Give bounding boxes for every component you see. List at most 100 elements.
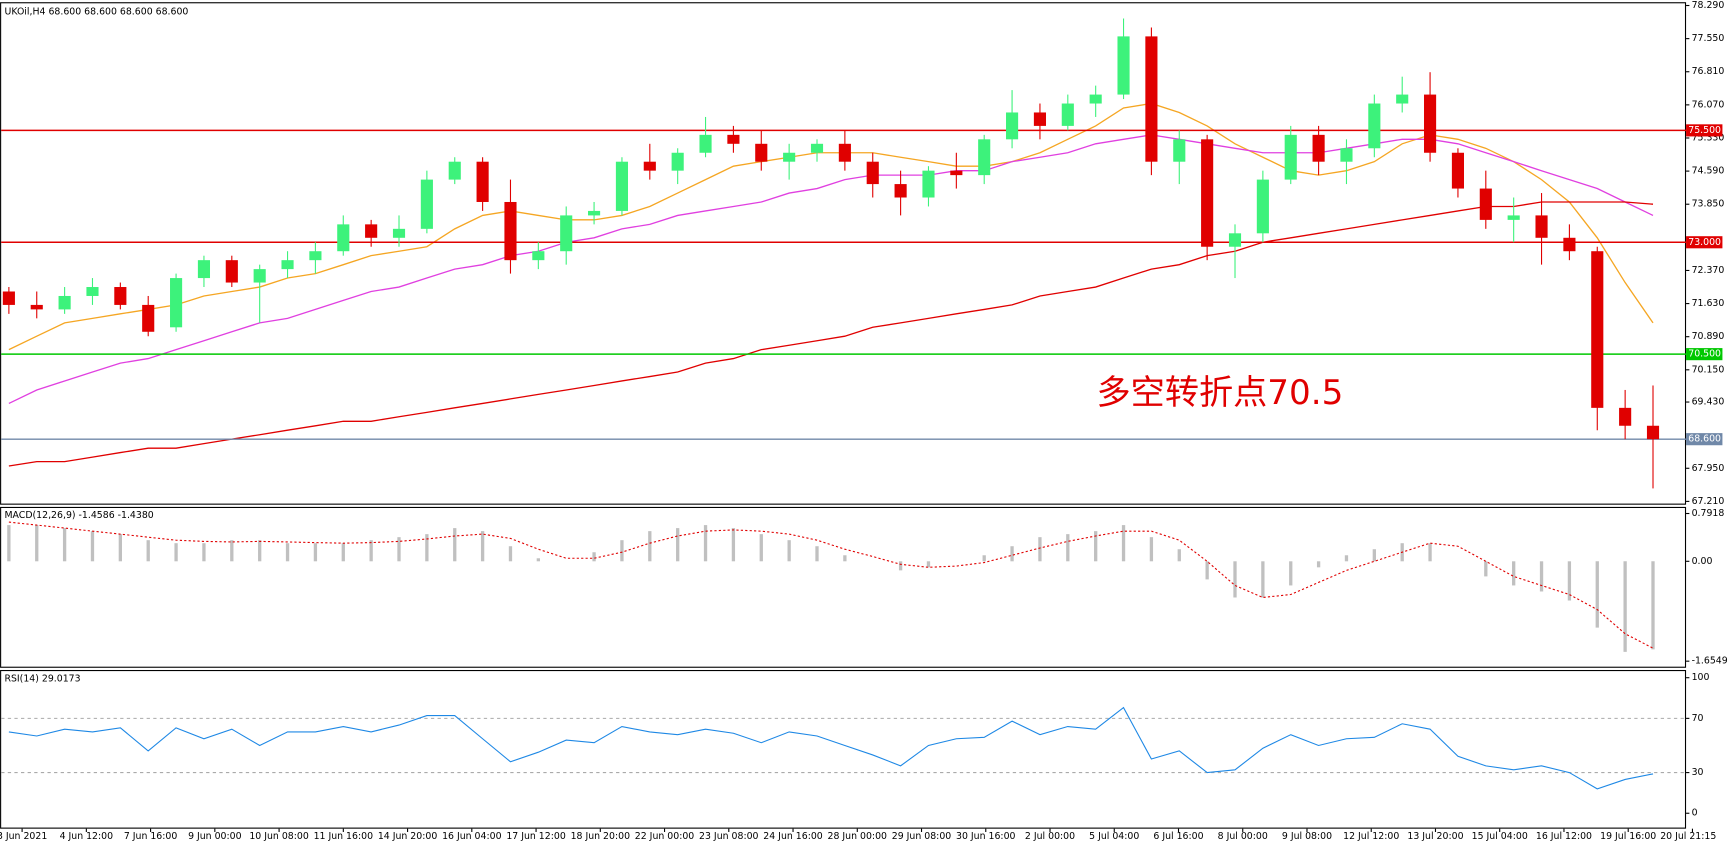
y-tick-label: 76.810 xyxy=(1692,66,1725,77)
x-tick-label: 4 Jun 12:00 xyxy=(60,831,114,842)
candle-body xyxy=(1451,152,1464,189)
candle-body xyxy=(1646,425,1660,440)
x-tick-label: 16 Jun 04:00 xyxy=(442,831,502,842)
y-tick-label: 75.330 xyxy=(1692,132,1725,143)
rsi-frame xyxy=(0,669,1687,829)
y-tick-label: 76.070 xyxy=(1692,99,1725,110)
y-tick-label: -1.6549 xyxy=(1692,656,1728,667)
x-tick-label: 5 Jul 04:00 xyxy=(1089,831,1139,842)
candle-body xyxy=(420,179,433,229)
candle-body xyxy=(1424,94,1437,153)
candle-body xyxy=(197,260,211,279)
macd-title: MACD(12,26,9) -1.4586 -1.4380 xyxy=(4,510,153,521)
candle-body xyxy=(1368,103,1381,149)
level-label: 75.500 xyxy=(1688,125,1721,136)
candle-body xyxy=(114,287,127,305)
candle-body xyxy=(142,304,155,332)
candle-body xyxy=(1061,103,1074,126)
candle-body xyxy=(476,161,489,202)
candle-body xyxy=(86,287,99,296)
x-tick-label: 9 Jul 08:00 xyxy=(1282,831,1332,842)
x-tick-label: 15 Jul 04:00 xyxy=(1472,831,1528,842)
candle-body xyxy=(448,161,461,180)
rsi-title: RSI(14) 29.0173 xyxy=(4,673,80,684)
candle-body xyxy=(2,291,15,305)
annotation: 多空转折点70.5 xyxy=(1097,373,1344,413)
y-tick-label: 74.590 xyxy=(1692,166,1725,177)
y-tick-label: 30 xyxy=(1692,767,1704,778)
candle-body xyxy=(365,224,378,238)
y-tick-label: 70 xyxy=(1692,713,1704,724)
chart-title: UKOil,H4 68.600 68.600 68.600 68.600 xyxy=(4,7,188,18)
candle-body xyxy=(1117,36,1130,95)
candle-body xyxy=(392,228,406,238)
x-tick-label: 28 Jun 00:00 xyxy=(828,831,888,842)
candle-body xyxy=(1033,112,1047,126)
candle-body xyxy=(253,269,266,283)
frames xyxy=(0,2,1687,829)
x-tick-label: 30 Jun 16:00 xyxy=(956,831,1016,842)
y-tick-label: 77.550 xyxy=(1692,33,1725,44)
candle-body xyxy=(783,152,796,162)
x-tick-label: 29 Jun 08:00 xyxy=(892,831,952,842)
level-label: 73.000 xyxy=(1688,237,1721,248)
y-tick-label: 0.7918 xyxy=(1692,508,1725,519)
candle-body xyxy=(225,260,238,283)
rsi-line xyxy=(8,706,1654,790)
x-tick-label: 22 Jun 00:00 xyxy=(635,831,695,842)
y-tick-label: 73.850 xyxy=(1692,199,1725,210)
y-tick-label: 0.00 xyxy=(1692,556,1713,567)
candle-body xyxy=(1340,148,1353,162)
candle-body xyxy=(755,143,768,162)
level-label: 68.600 xyxy=(1688,434,1721,445)
candle-body xyxy=(309,251,322,261)
x-tick-label: 11 Jun 16:00 xyxy=(314,831,374,842)
macd-frame xyxy=(0,506,1687,668)
y-tick-label: 0 xyxy=(1692,808,1698,819)
y-tick-label: 67.950 xyxy=(1692,463,1725,474)
candle-body xyxy=(1256,179,1269,234)
candle-body xyxy=(1284,134,1297,180)
candle-body xyxy=(1173,139,1186,162)
level-label-box xyxy=(1686,433,1723,446)
y-tick-label: 78.290 xyxy=(1692,0,1725,11)
level-label-box xyxy=(1686,124,1723,137)
candle-body xyxy=(1619,407,1632,426)
candle-body xyxy=(894,184,907,198)
candle-body xyxy=(1145,36,1158,162)
candle-body xyxy=(1201,139,1214,247)
x-tick-label: 18 Jun 20:00 xyxy=(571,831,631,842)
candle-body xyxy=(1507,215,1520,220)
x-tick-label: 14 Jun 20:00 xyxy=(378,831,438,842)
candle-body xyxy=(1563,237,1576,252)
x-tick-label: 2 Jul 00:00 xyxy=(1025,831,1075,842)
x-tick-label: 7 Jun 16:00 xyxy=(124,831,178,842)
candle-body xyxy=(337,224,350,252)
level-label-box xyxy=(1686,236,1723,249)
y-tick-label: 69.430 xyxy=(1692,397,1725,408)
x-tick-label: 24 Jun 16:00 xyxy=(763,831,823,842)
y-tick-label: 70.150 xyxy=(1692,364,1725,375)
candle-body xyxy=(504,201,517,261)
candle-body xyxy=(643,161,656,171)
x-tick-label: 16 Jul 12:00 xyxy=(1536,831,1592,842)
candle-body xyxy=(699,134,712,153)
candle-body xyxy=(170,278,183,328)
macd-signal xyxy=(8,521,1654,649)
x-tick-label: 13 Jul 20:00 xyxy=(1407,831,1463,842)
candle-body xyxy=(727,134,740,144)
y-tick-label: 100 xyxy=(1692,672,1710,683)
candle-body xyxy=(1006,112,1019,140)
candle-body xyxy=(866,161,879,185)
x-tick-label: 10 Jun 08:00 xyxy=(249,831,309,842)
x-tick-label: 9 Jun 00:00 xyxy=(188,831,242,842)
candle-body xyxy=(1479,188,1492,220)
x-tick-label: 3 Jun 2021 xyxy=(0,831,47,842)
candle-body xyxy=(588,210,601,216)
candle-body xyxy=(560,215,573,252)
x-tick-label: 12 Jul 12:00 xyxy=(1343,831,1399,842)
x-tick-label: 23 Jun 08:00 xyxy=(699,831,759,842)
candle-body xyxy=(1535,215,1548,238)
